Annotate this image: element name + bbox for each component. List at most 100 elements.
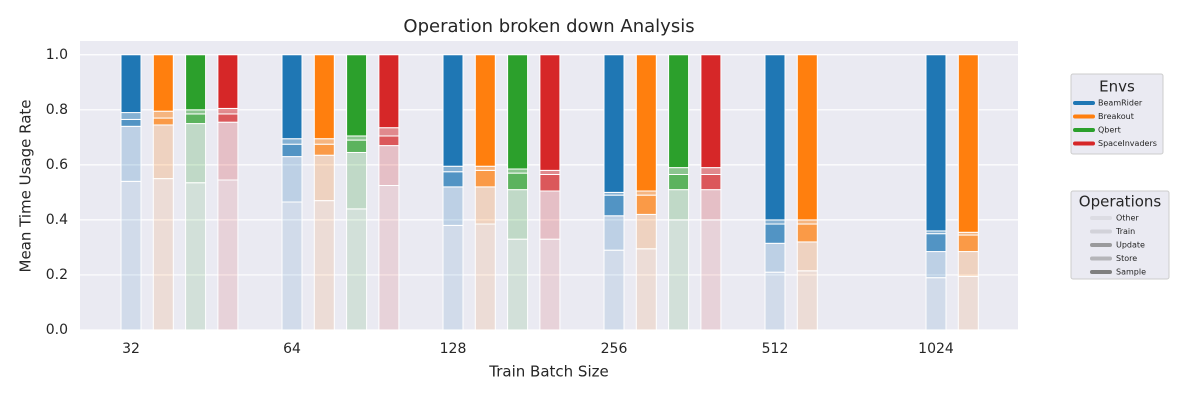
y-tick-label: 0.4	[46, 212, 68, 228]
bar-segment	[185, 182, 207, 331]
bar-segment	[635, 248, 657, 331]
bar-segment	[313, 54, 335, 140]
bar-segment	[474, 165, 496, 171]
bar-segment	[635, 190, 657, 196]
bar-segment	[603, 215, 625, 251]
bar-segment	[120, 118, 142, 127]
bar-segment	[346, 208, 368, 331]
bar-segment	[668, 54, 690, 169]
bar-segment	[796, 270, 818, 331]
bar-segment	[796, 54, 818, 221]
bar-segment	[152, 110, 174, 119]
x-tick-label: 256	[601, 341, 628, 357]
bar-segment	[764, 219, 786, 225]
bar-segment	[313, 138, 335, 145]
legend-label: BeamRider	[1098, 99, 1143, 108]
legend-title: Operations	[1079, 193, 1162, 211]
bar-segment	[378, 54, 400, 129]
y-tick-label: 0.0	[46, 322, 68, 338]
bar-segment	[442, 165, 464, 173]
x-axis-label: Train Batch Size	[488, 363, 608, 381]
bar-segment	[668, 219, 690, 331]
bar-segment	[507, 189, 529, 240]
bar-segment	[796, 241, 818, 272]
bar-segment	[957, 275, 979, 331]
x-tick-label: 1024	[918, 341, 954, 357]
bar-segment	[507, 54, 529, 170]
bar-segment	[474, 54, 496, 167]
legend-label: Qbert	[1098, 126, 1121, 135]
legend-label: Other	[1116, 214, 1139, 223]
bar-segment	[700, 54, 722, 169]
bar-segment	[957, 234, 979, 253]
bar-segment	[474, 186, 496, 225]
bar-segment	[120, 112, 142, 120]
bar-segment	[925, 233, 947, 253]
bar-segment	[539, 54, 561, 171]
bar-segment	[925, 54, 947, 232]
bar-segment	[346, 139, 368, 153]
bar-segment	[313, 200, 335, 331]
bar-segment	[217, 121, 239, 181]
bar-segment	[281, 143, 303, 158]
bar-segment	[925, 277, 947, 331]
y-tick-label: 0.6	[46, 157, 68, 173]
y-tick-label: 1.0	[46, 47, 68, 63]
bar-segment	[152, 117, 174, 126]
legend-label: SpaceInvaders	[1098, 139, 1157, 148]
bar-segment	[120, 125, 142, 182]
bar-segment	[635, 194, 657, 215]
bar-segment	[635, 54, 657, 192]
x-tick-label: 128	[440, 341, 467, 357]
bar-segment	[378, 185, 400, 331]
bar-segment	[539, 238, 561, 331]
bar-segment	[378, 145, 400, 186]
x-tick-label: 64	[283, 341, 301, 357]
bar-segment	[957, 251, 979, 277]
bar-segment	[539, 169, 561, 175]
chart-title: Operation broken down Analysis	[403, 16, 694, 37]
bar-segment	[281, 201, 303, 331]
bar-segment	[217, 179, 239, 331]
bar-segment	[925, 251, 947, 279]
bar-segment	[603, 54, 625, 193]
y-tick-label: 0.8	[46, 102, 68, 118]
bar-segment	[217, 54, 239, 109]
bar-segment	[442, 186, 464, 226]
bar-segment	[539, 173, 561, 192]
y-axis-label: Mean Time Usage Rate	[17, 99, 35, 272]
bar-segment	[152, 124, 174, 180]
x-tick-label: 512	[762, 341, 789, 357]
bar-segment	[185, 113, 207, 125]
bar-segment	[378, 135, 400, 147]
bar-segment	[507, 238, 529, 331]
bar-segment	[152, 54, 174, 112]
bar-segment	[281, 54, 303, 140]
bar-segment	[120, 54, 142, 114]
bar-segment	[281, 138, 303, 145]
bar-segment	[120, 180, 142, 331]
bar-segment	[603, 194, 625, 217]
bar-segment	[346, 54, 368, 137]
bar-segment	[313, 154, 335, 202]
bar-segment	[217, 113, 239, 123]
legend-label: Store	[1116, 254, 1137, 263]
bar-segment	[668, 173, 690, 191]
bar-segment	[185, 109, 207, 115]
bar-segment	[217, 107, 239, 115]
bar-segment	[764, 54, 786, 221]
bar-segment	[668, 167, 690, 175]
bar-segment	[764, 271, 786, 331]
legend-label: Sample	[1116, 268, 1146, 277]
bar-segment	[764, 223, 786, 244]
bar-segment	[700, 219, 722, 331]
bar-segment	[442, 54, 464, 167]
bar-segment	[668, 189, 690, 221]
bar-segment	[152, 178, 174, 331]
env-legend	[1070, 73, 1164, 155]
bar-segment	[474, 169, 496, 188]
legend-label: Breakout	[1098, 112, 1134, 121]
x-tick-label: 32	[122, 341, 140, 357]
bar-segment	[313, 143, 335, 156]
